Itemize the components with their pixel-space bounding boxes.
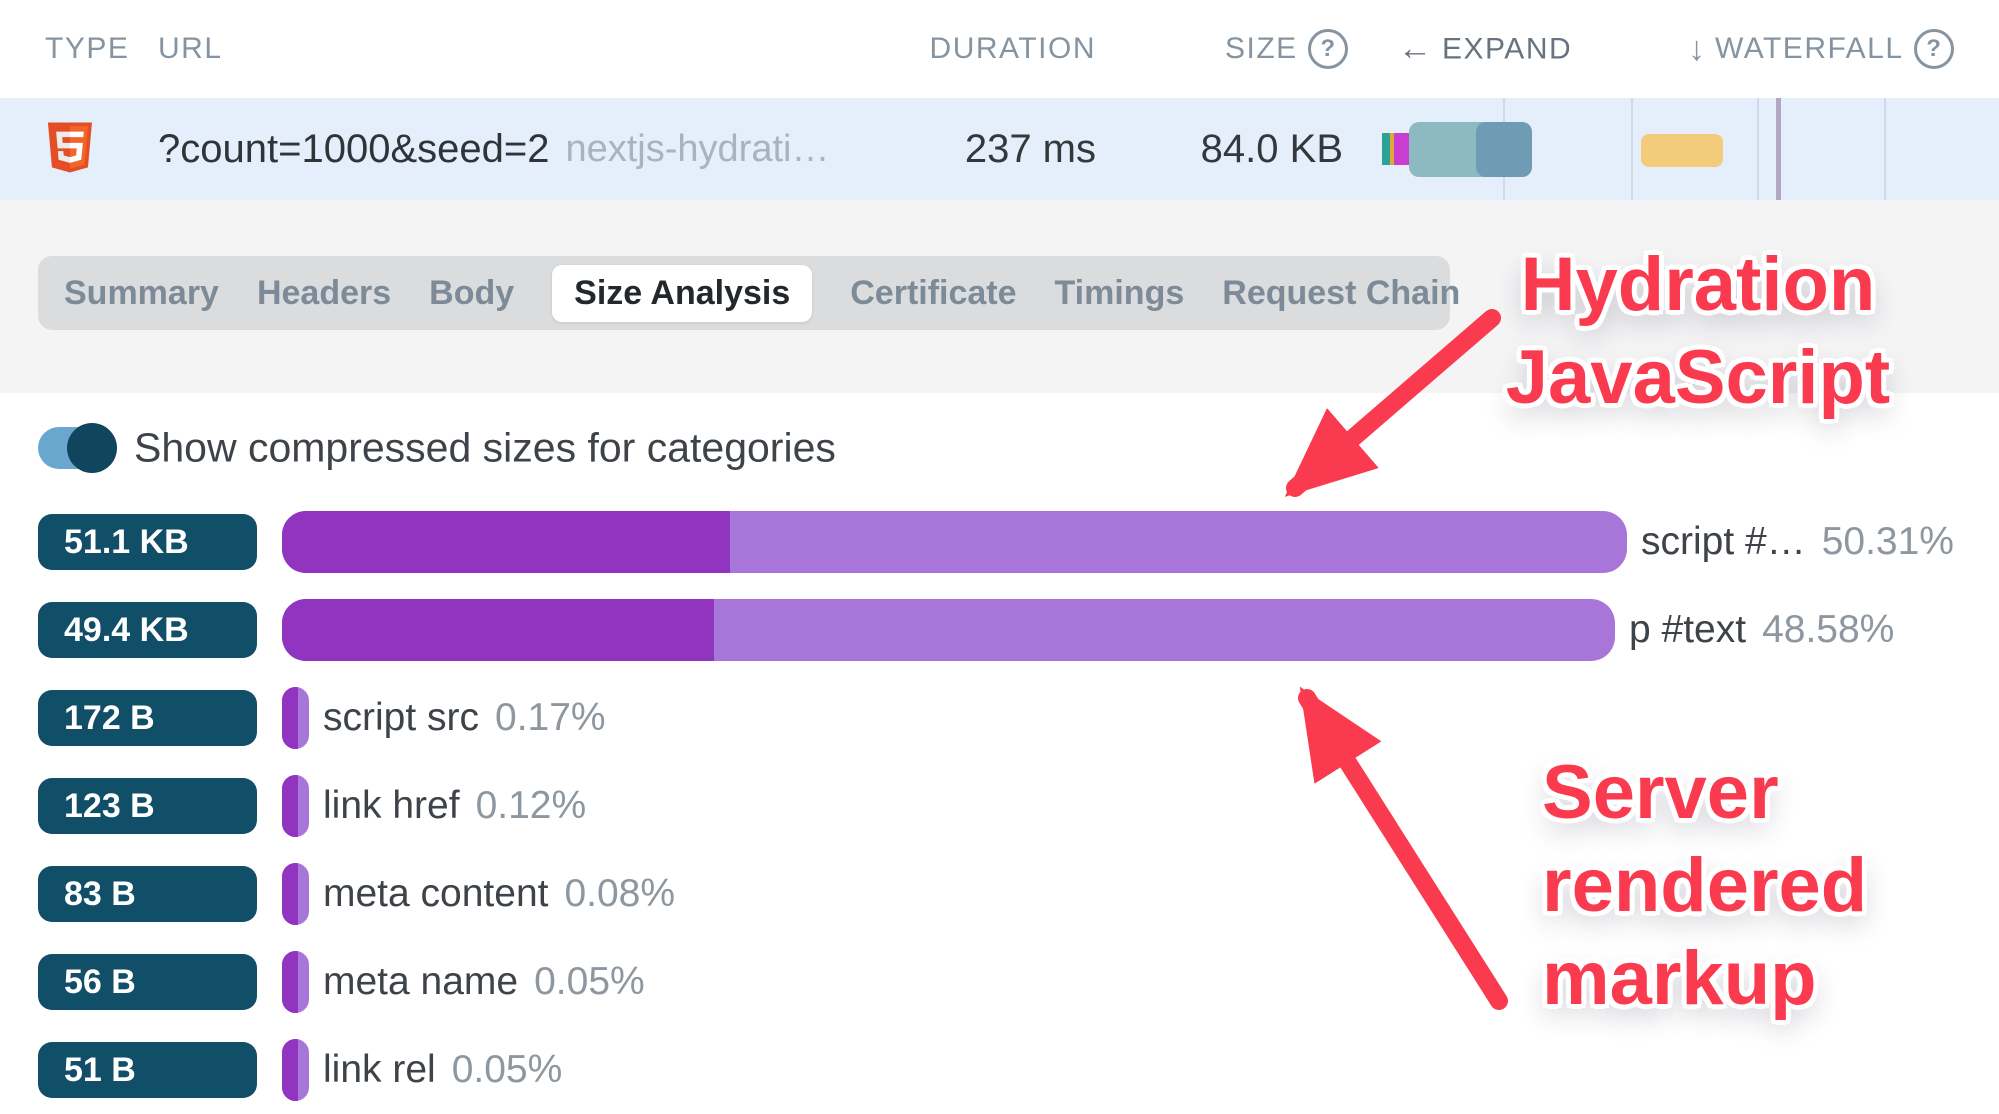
category-percent: 0.12% bbox=[475, 784, 587, 827]
category-percent: 0.05% bbox=[451, 1048, 563, 1091]
tab-size-analysis[interactable]: Size Analysis bbox=[552, 264, 813, 322]
tab-timings[interactable]: Timings bbox=[1054, 273, 1185, 312]
column-waterfall-label: WATERFALL bbox=[1715, 32, 1904, 65]
category-bar bbox=[282, 1039, 309, 1101]
category-bar bbox=[282, 599, 1615, 661]
detail-tabbar: Summary Headers Body Size Analysis Certifica… bbox=[38, 256, 1460, 330]
size-badge: 83 B bbox=[38, 866, 257, 922]
size-segment-script bbox=[1476, 122, 1532, 177]
toggle-label: Show compressed sizes for categories bbox=[134, 424, 836, 471]
size-help-icon[interactable]: ? bbox=[1307, 29, 1348, 69]
category-bar-compressed-segment bbox=[282, 951, 298, 1013]
category-label: script #… bbox=[1641, 520, 1806, 563]
waterfall-gridline bbox=[1631, 98, 1633, 200]
annotation-line: rendered bbox=[1542, 843, 1868, 928]
detail-panel-header: Summary Headers Body Size Analysis Certifica… bbox=[0, 200, 1999, 393]
size-badge: 123 B bbox=[38, 778, 257, 834]
toggle-knob bbox=[67, 423, 117, 473]
size-row: 83 B meta content 0.08% bbox=[0, 850, 1999, 938]
request-url-host: nextjs-hydrati… bbox=[565, 127, 830, 170]
category-bar-compressed-segment bbox=[282, 863, 298, 925]
size-row: 51 B link rel 0.05% bbox=[0, 1026, 1999, 1114]
category-label: p #text bbox=[1629, 608, 1747, 651]
category-percent: 0.17% bbox=[495, 696, 606, 739]
compressed-sizes-toggle[interactable] bbox=[38, 423, 117, 473]
html5-icon bbox=[47, 122, 92, 173]
waterfall-gridline bbox=[1884, 98, 1886, 200]
size-badge: 51 B bbox=[38, 1042, 257, 1098]
column-duration[interactable]: DURATION bbox=[929, 32, 1096, 65]
annotation-line: markup bbox=[1542, 936, 1817, 1021]
category-percent: 0.08% bbox=[564, 872, 676, 915]
grid-header-row: TYPE URL DURATION SIZE ? ← EXPAND ↓ WATE… bbox=[0, 0, 1999, 98]
size-segment-misc bbox=[1394, 133, 1409, 165]
tab-headers[interactable]: Headers bbox=[256, 273, 392, 312]
size-row: 172 B script src 0.17% bbox=[0, 674, 1999, 762]
size-badge: 172 B bbox=[38, 690, 257, 746]
annotation-line: Server bbox=[1542, 750, 1779, 835]
category-percent: 48.58% bbox=[1762, 608, 1895, 651]
arrow-left-icon: ← bbox=[1398, 29, 1432, 68]
category-bar-compressed-segment bbox=[282, 687, 298, 749]
category-label: link href bbox=[323, 784, 460, 827]
size-row: 123 B link href 0.12% bbox=[0, 762, 1999, 850]
category-percent: 0.05% bbox=[534, 960, 645, 1003]
expand-button[interactable]: ← EXPAND bbox=[1398, 30, 1572, 69]
expand-label: EXPAND bbox=[1442, 32, 1573, 65]
size-breakdown-minibar bbox=[1382, 98, 1542, 200]
column-url[interactable]: URL bbox=[158, 32, 223, 65]
tab-body[interactable]: Body bbox=[429, 273, 515, 312]
size-row: 49.4 KB p #text 48.58% bbox=[0, 586, 1999, 674]
category-label: meta content bbox=[323, 872, 549, 915]
size-badge: 56 B bbox=[38, 954, 257, 1010]
annotation-server-rendered-markup: Server rendered markup bbox=[1542, 746, 1867, 1025]
request-duration: 237 ms bbox=[964, 126, 1096, 171]
category-bar-compressed-segment bbox=[282, 775, 298, 837]
request-url-query: ?count=1000&seed=2 bbox=[158, 126, 550, 171]
tab-certificate[interactable]: Certificate bbox=[850, 273, 1017, 312]
category-percent: 50.31% bbox=[1821, 520, 1954, 563]
request-url: ?count=1000&seed=2 nextjs-hydrati… bbox=[158, 98, 829, 200]
tab-summary[interactable]: Summary bbox=[64, 273, 219, 312]
category-bar bbox=[282, 511, 1627, 573]
size-segment-other bbox=[1382, 133, 1390, 165]
column-type[interactable]: TYPE bbox=[45, 32, 130, 65]
category-bar bbox=[282, 687, 309, 749]
request-size: 84.0 KB bbox=[1200, 126, 1343, 171]
tab-request-chain[interactable]: Request Chain bbox=[1222, 273, 1461, 312]
size-badge: 49.4 KB bbox=[38, 602, 257, 658]
waterfall-timing-bar bbox=[1641, 134, 1723, 167]
category-label: script src bbox=[323, 696, 479, 739]
waterfall-help-icon[interactable]: ? bbox=[1913, 29, 1954, 69]
column-size[interactable]: SIZE ? bbox=[1225, 29, 1348, 69]
waterfall-gridline bbox=[1757, 98, 1759, 200]
category-bar-compressed-segment bbox=[282, 511, 730, 573]
category-bar-compressed-segment bbox=[282, 599, 714, 661]
column-size-label: SIZE bbox=[1225, 32, 1298, 65]
category-bar bbox=[282, 863, 309, 925]
annotation-line: Hydration bbox=[1520, 242, 1876, 327]
size-segment-attr bbox=[1390, 133, 1394, 165]
annotation-hydration-javascript: Hydration JavaScript bbox=[1468, 238, 1928, 424]
size-rows: 51.1 KB script #… 50.31% 49.4 KB p #text 48.5… bbox=[0, 498, 1999, 1114]
request-row[interactable]: ?count=1000&seed=2 nextjs-hydrati… 237 m… bbox=[0, 98, 1999, 200]
category-label: link rel bbox=[323, 1048, 436, 1091]
category-bar bbox=[282, 951, 309, 1013]
column-waterfall[interactable]: ↓ WATERFALL ? bbox=[1688, 29, 1954, 69]
arrow-down-icon: ↓ bbox=[1688, 29, 1705, 68]
category-bar bbox=[282, 775, 309, 837]
size-row: 51.1 KB script #… 50.31% bbox=[0, 498, 1999, 586]
size-row: 56 B meta name 0.05% bbox=[0, 938, 1999, 1026]
annotation-line: JavaScript bbox=[1505, 335, 1891, 420]
size-badge: 51.1 KB bbox=[38, 514, 257, 570]
category-bar-compressed-segment bbox=[282, 1039, 298, 1101]
category-label: meta name bbox=[323, 960, 519, 1003]
waterfall-marker-line bbox=[1776, 98, 1781, 200]
